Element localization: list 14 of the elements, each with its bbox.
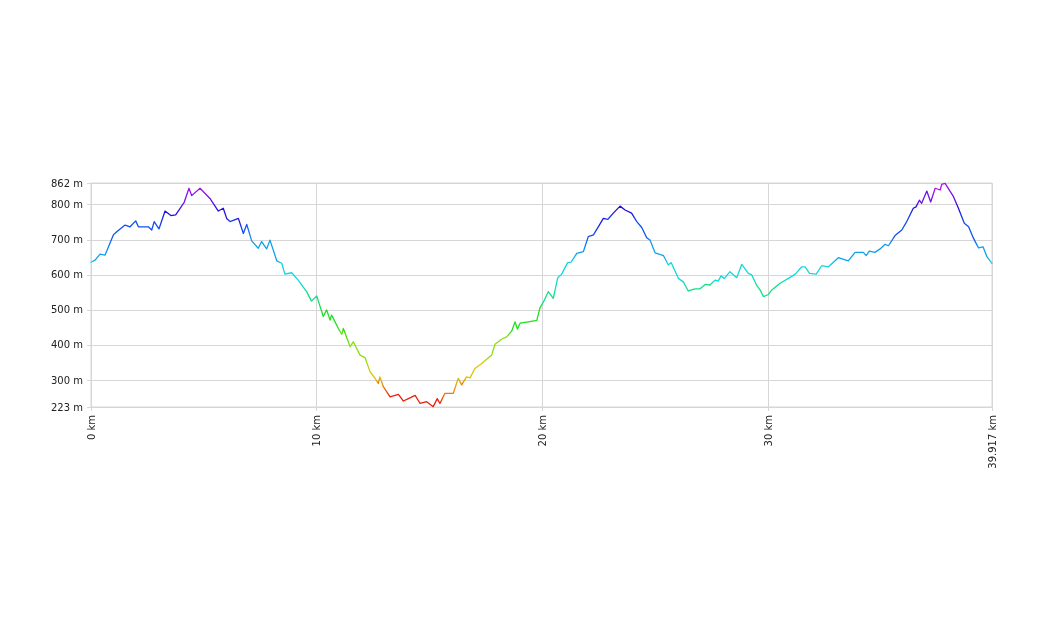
x-tick-label: 0 km <box>85 415 97 441</box>
x-tick-label: 39.917 km <box>986 415 998 469</box>
x-tick-label: 30 km <box>762 415 774 447</box>
y-tick-label: 500 m <box>50 304 83 316</box>
y-tick-label: 400 m <box>50 339 83 351</box>
y-tick-label: 700 m <box>50 234 83 246</box>
y-tick-label: 223 m <box>50 401 83 413</box>
x-tick-label: 20 km <box>536 415 548 447</box>
y-tick-label: 800 m <box>50 199 83 211</box>
line-series <box>90 182 993 408</box>
y-tick-label: 300 m <box>50 374 83 386</box>
x-tick-label: 10 km <box>311 415 323 447</box>
y-tick-label: 862 m <box>50 177 83 189</box>
y-tick-label: 600 m <box>50 269 83 281</box>
